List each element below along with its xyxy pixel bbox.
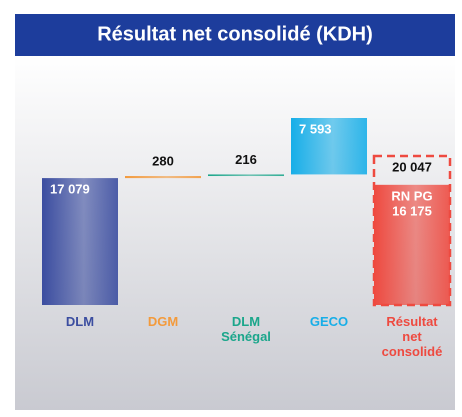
chart-title: Résultat net consolidé (KDH)	[97, 23, 373, 45]
value-label: 17 079	[50, 182, 90, 197]
category-label: Résultat net consolidé	[382, 314, 443, 359]
category-label: DLM	[66, 314, 94, 329]
subtotal-name: RN PG	[391, 188, 432, 203]
subtotal-label: 16 175	[392, 203, 432, 218]
bar	[42, 178, 118, 305]
value-label: 280	[152, 153, 174, 168]
total-label: 20 047	[392, 159, 432, 174]
category-label: GECO	[310, 314, 348, 329]
value-label: 7 593	[299, 121, 332, 136]
header	[15, 14, 455, 56]
category-label: DLM Sénégal	[221, 314, 271, 344]
category-label: DGM	[148, 314, 178, 329]
value-label: 216	[235, 152, 257, 167]
bar	[374, 184, 450, 305]
bar	[208, 174, 284, 177]
bar	[125, 176, 201, 179]
total-box	[372, 154, 452, 307]
bar	[291, 118, 367, 175]
